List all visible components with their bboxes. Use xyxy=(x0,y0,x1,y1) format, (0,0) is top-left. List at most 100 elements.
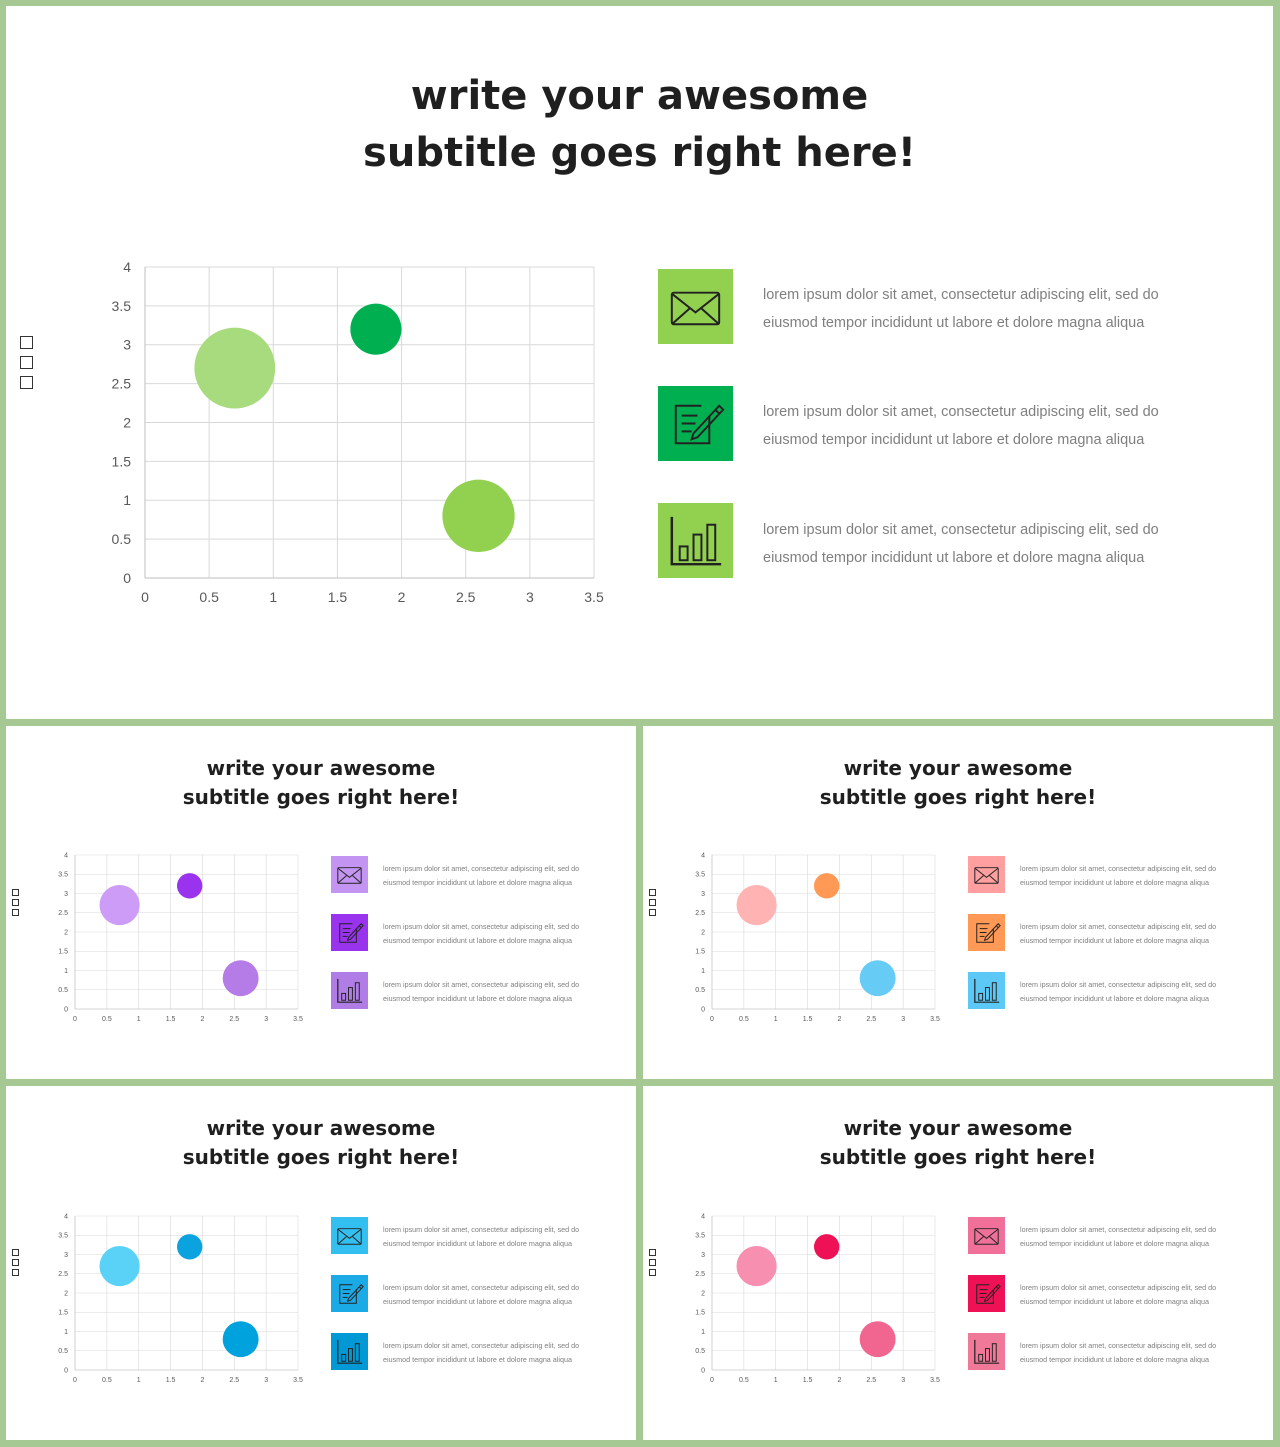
y-tick-label: 0.5 xyxy=(695,987,705,994)
y-tick-label: 2 xyxy=(123,414,131,430)
y-tick-label: 2 xyxy=(64,929,68,936)
legend-markers xyxy=(649,889,656,916)
legend-marker xyxy=(12,1259,19,1266)
legend-marker xyxy=(12,1269,19,1276)
bubble-chart: 0 0.5 1 1.5 2 2.5 3 3.5 0 0.5 1 1.5 2 2.5 3 3.5 4 xyxy=(695,852,940,1023)
slide-coral: write your awesome subtitle goes right h… xyxy=(643,726,1273,1079)
x-tick-label: 0 xyxy=(73,1016,77,1023)
item-description: lorem ipsum dolor sit amet, consectetur … xyxy=(1020,1341,1217,1364)
x-tick-label: 0 xyxy=(73,1377,77,1384)
x-tick-label: 1.5 xyxy=(328,589,348,605)
slide-title: write your awesome subtitle goes right h… xyxy=(6,1114,636,1172)
x-tick-label: 2 xyxy=(200,1016,204,1023)
y-tick-label: 1 xyxy=(701,968,705,975)
edit-document-icon xyxy=(339,1284,364,1304)
item-description: lorem ipsum dolor sit amet, consectetur … xyxy=(1020,864,1217,887)
x-tick-label: 0.5 xyxy=(739,1016,749,1023)
x-tick-label: 1.5 xyxy=(166,1377,176,1384)
y-tick-label: 3 xyxy=(701,1252,705,1259)
x-tick-label: 1 xyxy=(137,1016,141,1023)
item-description: lorem ipsum dolor sit amet, consectetur … xyxy=(383,1225,580,1248)
y-tick-label: 4 xyxy=(64,852,68,859)
bubble-point xyxy=(194,327,276,409)
y-tick-label: 3 xyxy=(701,891,705,898)
title-line-1: write your awesome xyxy=(843,756,1073,780)
icon-box-edit-document xyxy=(658,386,733,461)
x-tick-label: 0 xyxy=(710,1016,714,1023)
y-tick-label: 1 xyxy=(64,1329,68,1336)
y-tick-label: 1.5 xyxy=(58,1310,68,1317)
edit-document-icon xyxy=(976,923,1001,943)
x-tick-label: 1 xyxy=(774,1016,778,1023)
y-tick-label: 0.5 xyxy=(58,987,68,994)
y-tick-label: 1.5 xyxy=(112,453,132,469)
x-tick-label: 2 xyxy=(200,1377,204,1384)
y-tick-label: 3 xyxy=(64,891,68,898)
bubble-point xyxy=(176,873,203,899)
envelope-icon xyxy=(670,291,721,326)
title-line-2: subtitle goes right here! xyxy=(819,1145,1097,1169)
x-tick-label: 3.5 xyxy=(930,1016,940,1023)
bubble-chart: 0 0.5 1 1.5 2 2.5 3 3.5 0 0.5 1 1.5 2 2.5 3 3.5 4 xyxy=(112,259,604,605)
icon-box-envelope xyxy=(331,1217,368,1254)
y-tick-label: 1 xyxy=(123,492,131,508)
y-tick-label: 0.5 xyxy=(695,1348,705,1355)
bubble-point xyxy=(176,1234,203,1260)
item-description: lorem ipsum dolor sit amet, consectetur … xyxy=(383,980,580,1003)
item-description: lorem ipsum dolor sit amet, consectetur … xyxy=(1020,980,1217,1003)
bubble-point xyxy=(859,960,896,997)
icon-box-bar-chart xyxy=(331,972,368,1009)
bubble-point xyxy=(99,884,140,926)
item-description: lorem ipsum dolor sit amet, consectetur … xyxy=(763,522,1159,566)
x-tick-label: 3 xyxy=(526,589,534,605)
bubble-point xyxy=(222,1321,259,1358)
item-description: lorem ipsum dolor sit amet, consectetur … xyxy=(1020,1283,1217,1306)
envelope-icon xyxy=(337,867,362,884)
item-description: lorem ipsum dolor sit amet, consectetur … xyxy=(383,1283,580,1306)
item-description: lorem ipsum dolor sit amet, consectetur … xyxy=(383,864,580,887)
x-tick-label: 1.5 xyxy=(166,1016,176,1023)
x-tick-label: 2.5 xyxy=(866,1016,876,1023)
bubble-point xyxy=(442,479,515,552)
y-tick-label: 2 xyxy=(701,929,705,936)
title-line-1: write your awesome xyxy=(206,1116,436,1140)
bubble-point xyxy=(813,873,840,899)
legend-marker xyxy=(649,1249,656,1256)
legend-marker xyxy=(649,1259,656,1266)
bar-chart-icon xyxy=(670,516,722,566)
y-tick-label: 2.5 xyxy=(112,376,132,392)
bar-chart-icon xyxy=(337,978,363,1003)
legend-marker xyxy=(12,909,19,916)
y-tick-label: 3.5 xyxy=(112,298,132,314)
edit-document-icon xyxy=(976,1284,1001,1304)
x-tick-label: 2.5 xyxy=(229,1016,239,1023)
y-tick-label: 0 xyxy=(701,1006,705,1013)
item-description: lorem ipsum dolor sit amet, consectetur … xyxy=(383,922,580,945)
item-description: lorem ipsum dolor sit amet, consectetur … xyxy=(1020,1225,1217,1248)
y-tick-label: 0.5 xyxy=(58,1348,68,1355)
x-tick-label: 3.5 xyxy=(584,589,604,605)
slide-title: write your awesome subtitle goes right h… xyxy=(643,754,1273,812)
y-tick-label: 2.5 xyxy=(695,1271,705,1278)
bar-chart-icon xyxy=(974,978,1000,1003)
edit-document-icon xyxy=(674,404,725,445)
x-tick-label: 3.5 xyxy=(293,1016,303,1023)
x-tick-label: 2.5 xyxy=(866,1377,876,1384)
item-description: lorem ipsum dolor sit amet, consectetur … xyxy=(763,404,1159,448)
x-tick-label: 1.5 xyxy=(803,1016,813,1023)
icon-box-bar-chart xyxy=(968,972,1005,1009)
y-tick-label: 4 xyxy=(64,1213,68,1220)
legend-marker xyxy=(12,899,19,906)
x-tick-label: 1 xyxy=(269,589,277,605)
bubble-point xyxy=(859,1321,896,1358)
icon-box-bar-chart xyxy=(658,503,733,578)
y-tick-label: 1 xyxy=(701,1329,705,1336)
icon-box-envelope xyxy=(968,856,1005,893)
slide-title: write your awesome subtitle goes right h… xyxy=(6,754,636,812)
y-tick-label: 3 xyxy=(64,1252,68,1259)
slide-main: write your awesome subtitle goes right h… xyxy=(6,6,1273,719)
x-tick-label: 2.5 xyxy=(229,1377,239,1384)
y-tick-label: 2 xyxy=(64,1290,68,1297)
x-tick-label: 0 xyxy=(710,1377,714,1384)
x-tick-label: 1 xyxy=(774,1377,778,1384)
